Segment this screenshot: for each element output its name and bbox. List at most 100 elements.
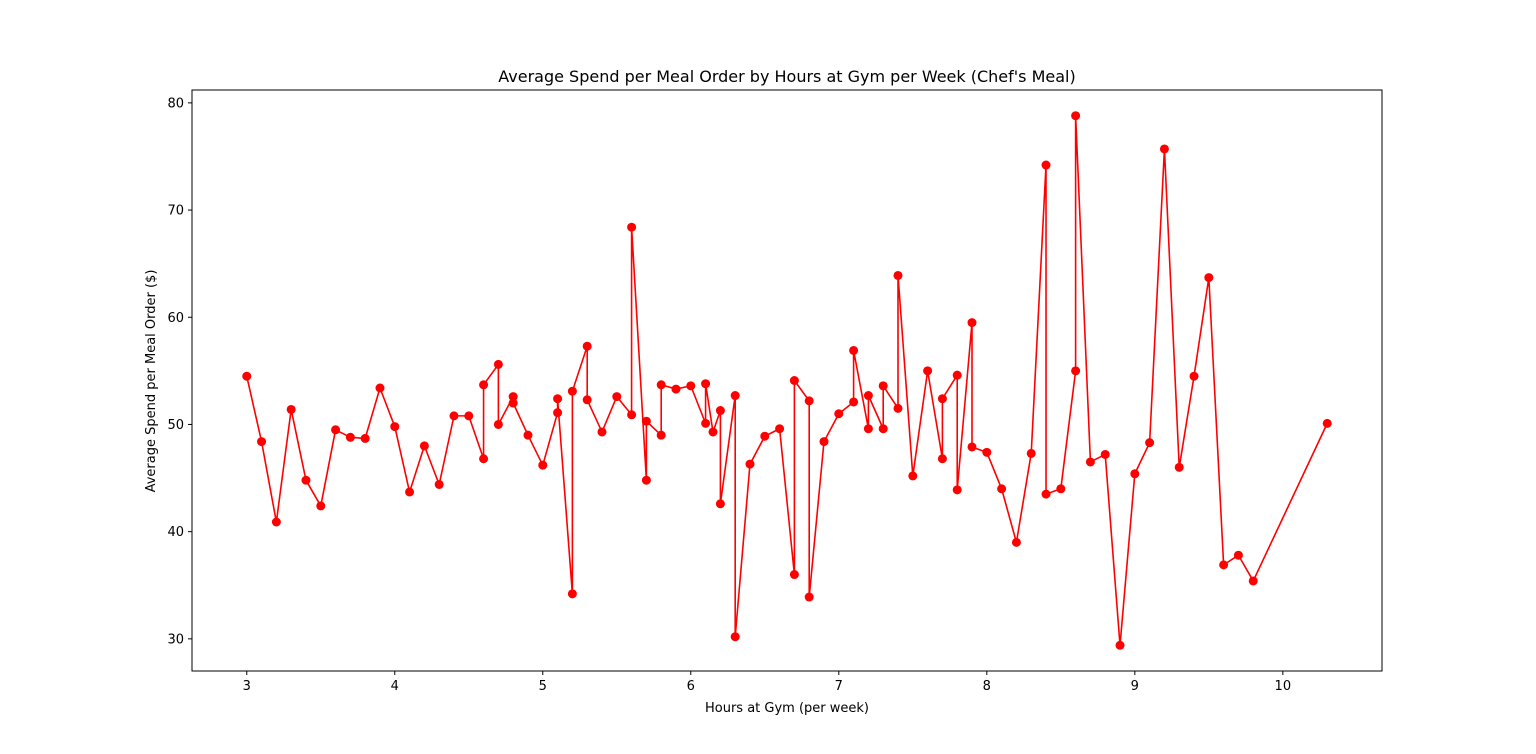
data-point <box>271 517 281 527</box>
data-point <box>553 394 563 404</box>
data-point <box>641 475 651 485</box>
data-point <box>508 392 518 402</box>
data-point <box>701 418 711 428</box>
data-point <box>597 427 607 437</box>
data-point <box>952 485 962 495</box>
data-point <box>893 403 903 413</box>
y-axis: 30 40 50 60 70 80 <box>167 96 192 647</box>
data-point <box>390 422 400 432</box>
x-tick-label: 7 <box>835 679 843 694</box>
data-point <box>656 430 666 440</box>
y-tick-label: 70 <box>167 204 184 219</box>
data-point <box>893 270 903 280</box>
data-point <box>1189 371 1199 381</box>
data-point <box>538 460 548 470</box>
data-point <box>701 379 711 389</box>
x-tick-label: 6 <box>687 679 695 694</box>
data-point <box>331 425 341 435</box>
data-point <box>1248 576 1258 586</box>
data-point <box>360 433 370 443</box>
series-layer <box>242 111 1332 650</box>
series-line <box>245 114 1328 647</box>
y-tick-label: 30 <box>167 632 184 647</box>
x-axis-label: Hours at Gym (per week) <box>705 701 869 716</box>
data-point <box>1071 111 1081 121</box>
data-point <box>493 419 503 429</box>
data-point <box>449 411 459 421</box>
chart-title: Average Spend per Meal Order by Hours at… <box>498 67 1075 86</box>
data-point <box>982 447 992 457</box>
plot-frame <box>191 89 1383 672</box>
data-point <box>967 442 977 452</box>
data-point <box>1056 484 1066 494</box>
data-point <box>1041 489 1051 499</box>
data-point <box>789 376 799 385</box>
data-point <box>419 441 429 451</box>
data-point <box>937 454 947 464</box>
data-point <box>775 424 785 434</box>
y-tick-label: 60 <box>167 311 184 326</box>
data-point <box>464 411 474 421</box>
data-point <box>708 427 718 437</box>
data-point <box>789 570 799 580</box>
data-point <box>523 430 533 440</box>
data-point <box>1085 457 1095 467</box>
data-point <box>612 392 622 402</box>
data-point <box>1219 560 1229 570</box>
data-point <box>849 397 859 407</box>
data-point <box>1159 144 1169 154</box>
data-point <box>345 432 355 442</box>
data-point <box>671 384 681 394</box>
data-point <box>582 395 592 405</box>
y-tick-label: 80 <box>167 96 184 111</box>
x-axis: 3 4 5 6 7 8 9 10 <box>243 671 1291 694</box>
data-point <box>715 406 725 416</box>
x-tick-label: 3 <box>243 679 251 694</box>
data-point <box>479 454 489 464</box>
x-tick-label: 5 <box>539 679 547 694</box>
data-point <box>627 410 637 420</box>
data-point <box>849 345 859 355</box>
data-point <box>567 589 577 599</box>
data-point <box>908 471 918 481</box>
data-point <box>730 632 740 642</box>
data-point <box>316 501 326 511</box>
data-point <box>405 487 415 497</box>
data-point <box>937 394 947 404</box>
data-point <box>804 396 814 406</box>
data-point <box>804 592 814 602</box>
data-point <box>834 409 844 419</box>
data-point <box>1011 537 1021 547</box>
data-point <box>863 424 873 434</box>
data-point <box>627 222 637 232</box>
data-point <box>1026 448 1036 458</box>
data-point <box>1204 273 1214 283</box>
data-point <box>493 359 503 369</box>
data-point <box>878 424 888 434</box>
data-point <box>656 380 666 390</box>
data-point <box>863 391 873 401</box>
data-point <box>301 475 311 485</box>
data-point <box>967 318 977 328</box>
data-point <box>952 370 962 380</box>
data-point <box>553 408 563 418</box>
data-point <box>819 437 829 447</box>
data-point <box>715 499 725 509</box>
x-tick-label: 10 <box>1275 679 1292 694</box>
data-point <box>582 341 592 351</box>
data-point <box>479 380 489 390</box>
data-point <box>760 431 770 441</box>
data-point <box>1071 366 1081 376</box>
data-point <box>1100 449 1110 459</box>
data-point <box>375 383 385 393</box>
data-point <box>1322 418 1332 428</box>
data-point <box>286 404 296 414</box>
data-point <box>1145 438 1155 448</box>
plot-area <box>191 89 1383 672</box>
data-point <box>1174 462 1184 472</box>
x-tick-label: 8 <box>983 679 991 694</box>
data-point <box>1130 469 1140 479</box>
data-point <box>567 386 577 396</box>
